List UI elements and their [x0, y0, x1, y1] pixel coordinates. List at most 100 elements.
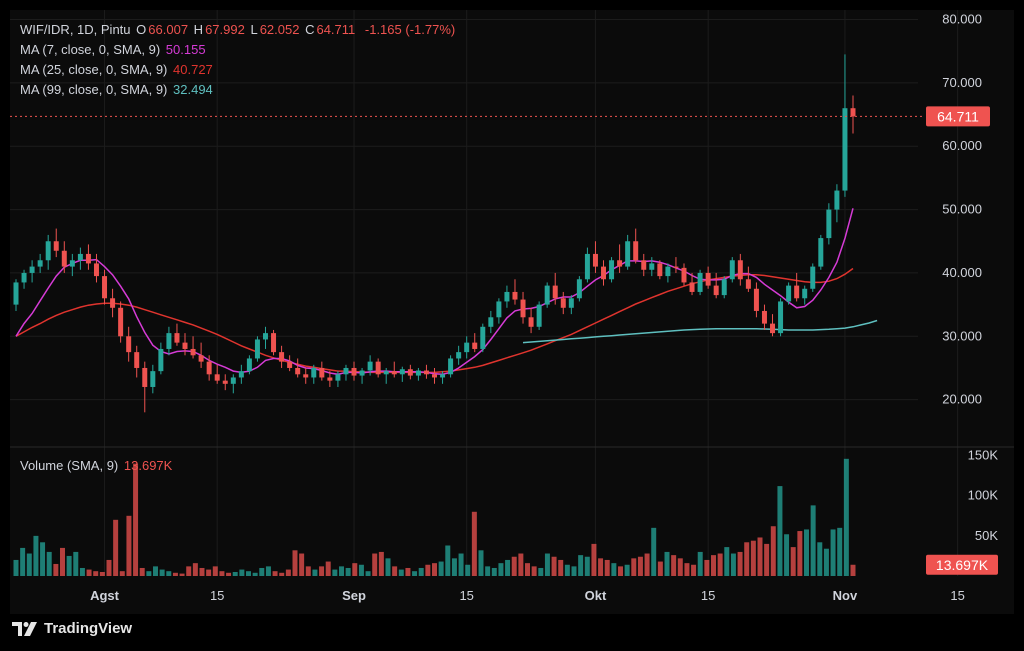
volume-bar — [511, 556, 517, 576]
candle-body — [102, 276, 108, 299]
price-chart: 20.000 30.000 40.000 50.000 60.000 70.000 80.0… — [10, 10, 1014, 603]
candle-body — [488, 317, 494, 327]
volume-bar — [531, 566, 537, 576]
volume-bar — [192, 563, 198, 576]
ma25-label: MA (25, close, 0, SMA, 9) — [20, 62, 168, 77]
volume-bar — [518, 553, 524, 576]
candle-body — [689, 282, 695, 292]
candle-body — [536, 304, 542, 327]
volume-bar — [358, 564, 364, 576]
candle-body — [61, 250, 67, 267]
brand-footer[interactable]: TradingView — [12, 620, 132, 637]
chart-frame: 20.000 30.000 40.000 50.000 60.000 70.000 80.0… — [10, 10, 1014, 614]
price-tick-label: 20.000 — [942, 392, 982, 407]
candle-body — [335, 374, 341, 381]
candle-body — [818, 238, 824, 267]
volume-bar — [465, 564, 471, 576]
volume-bar — [651, 527, 657, 576]
volume-bar — [265, 566, 271, 576]
candle-body — [713, 285, 719, 296]
volume-bar — [784, 534, 790, 576]
volume-tag — [926, 554, 998, 575]
volume-bar — [697, 551, 703, 576]
candle-body — [295, 367, 301, 375]
candle-body — [343, 367, 349, 375]
volume-bar — [139, 567, 145, 576]
volume-legend[interactable]: Volume (SMA, 9) 13.697K — [20, 456, 174, 475]
volume-bar — [578, 555, 584, 576]
candle-body — [303, 374, 309, 378]
candle-body — [794, 285, 800, 299]
price-tick-label: 70.000 — [942, 75, 982, 90]
ma7-label: MA (7, close, 0, SMA, 9) — [20, 42, 161, 57]
volume-bars — [13, 458, 856, 576]
candle-body — [560, 298, 566, 308]
volume-tick-label: 150K — [968, 448, 999, 463]
volume-bar — [505, 559, 511, 576]
volume-bar — [544, 553, 550, 576]
volume-bar — [451, 558, 457, 576]
low-value: 62.052 — [259, 22, 300, 37]
volume-bar — [830, 529, 836, 576]
candle-body — [480, 326, 486, 349]
volume-bar — [26, 553, 32, 576]
volume-bar — [99, 571, 105, 576]
candle-body — [842, 108, 848, 191]
volume-bar — [232, 571, 238, 576]
volume-bar — [770, 526, 776, 576]
candle-body — [351, 367, 357, 376]
volume-bar — [823, 548, 829, 576]
brand-name: TradingView — [44, 620, 133, 637]
volume-bar — [478, 550, 484, 576]
candle-body — [230, 377, 236, 384]
candle-body — [745, 279, 751, 289]
candle-body — [633, 241, 639, 261]
volume-bar — [837, 527, 843, 576]
ma7-legend[interactable]: MA (7, close, 0, SMA, 9) 50.155 — [20, 40, 208, 59]
candle-body — [246, 358, 252, 372]
volume-bar — [372, 553, 378, 576]
volume-bar — [299, 553, 305, 576]
axis-labels: 20.000 30.000 40.000 50.000 60.000 70.000 80.0… — [90, 12, 998, 603]
volume-bar — [704, 559, 710, 576]
candle-body — [311, 367, 317, 378]
candle-body — [770, 323, 776, 334]
ma25-value: 40.727 — [173, 62, 213, 77]
candle-body — [206, 361, 212, 375]
candle-body — [601, 266, 607, 280]
volume-bar — [212, 566, 218, 576]
volume-bar — [631, 558, 637, 576]
volume-bar — [252, 572, 258, 576]
close-label: C — [305, 22, 315, 37]
candle-body — [802, 288, 808, 299]
ma99-legend[interactable]: MA (99, close, 0, SMA, 9) 32.494 — [20, 80, 215, 99]
volume-bar — [412, 571, 418, 576]
volume-bar — [850, 564, 856, 576]
volume-bar — [106, 559, 112, 576]
candle-body — [584, 253, 590, 280]
volume-bar — [339, 566, 344, 576]
volume-bar — [219, 571, 225, 576]
candle-body — [448, 358, 454, 375]
candle-body — [262, 333, 268, 340]
candle-body — [134, 352, 140, 368]
candle-body — [778, 301, 784, 334]
candle-body — [721, 279, 727, 296]
volume-bar — [471, 511, 477, 576]
candle-body — [657, 263, 663, 277]
ma25-legend[interactable]: MA (25, close, 0, SMA, 9) 40.727 — [20, 60, 215, 79]
volume-bar — [319, 566, 325, 576]
candle-body — [568, 298, 574, 308]
candle-body — [391, 371, 397, 375]
volume-bar — [744, 542, 750, 576]
close-value: 64.711 — [316, 22, 356, 37]
candle-body — [190, 348, 196, 356]
volume-bar — [153, 566, 158, 576]
ma99-value: 32.494 — [173, 82, 213, 97]
candle-body — [85, 253, 91, 264]
candle-body — [456, 352, 462, 359]
candle-body — [367, 361, 373, 371]
volume-bar — [332, 569, 338, 576]
candle-body — [13, 282, 19, 305]
volume-bar — [730, 553, 736, 576]
